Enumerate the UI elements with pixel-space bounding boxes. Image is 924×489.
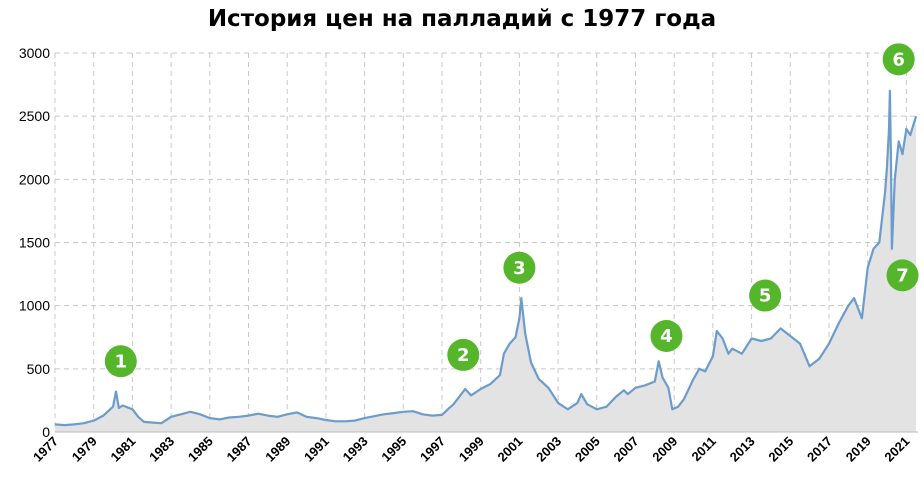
- marker-label: 2: [457, 345, 470, 366]
- marker-circle: [886, 259, 919, 292]
- marker-label: 5: [759, 286, 772, 307]
- x-tick-label: 1977: [30, 434, 61, 465]
- marker-circle: [104, 345, 137, 378]
- x-tick-label: 2021: [881, 434, 912, 465]
- x-tick-label: 2007: [611, 434, 642, 465]
- y-tick-label: 500: [27, 361, 51, 377]
- x-tick-label: 2013: [727, 434, 758, 465]
- marker-circle: [882, 43, 915, 76]
- marker-2: 2: [447, 338, 480, 371]
- marker-3: 3: [503, 251, 536, 284]
- price-line: [54, 89, 918, 427]
- x-tick-label: 1991: [301, 434, 332, 465]
- marker-label: 6: [892, 49, 905, 70]
- y-tick-label: 1500: [19, 235, 50, 251]
- x-tick-label: 1987: [224, 434, 255, 465]
- x-tick-label: 1993: [340, 434, 371, 465]
- marker-circle: [749, 279, 782, 312]
- x-tick-label: 1997: [417, 434, 448, 465]
- marker-circle: [650, 319, 683, 352]
- marker-label: 4: [660, 326, 673, 347]
- x-tick-label: 1981: [107, 434, 138, 465]
- x-tick-label: 1983: [146, 434, 177, 465]
- x-tick-label: 2019: [843, 434, 874, 465]
- marker-5: 5: [749, 279, 782, 312]
- x-tick-label: 2009: [649, 434, 680, 465]
- x-tick-label: 1979: [69, 434, 100, 465]
- marker-label: 7: [896, 265, 909, 286]
- y-tick-label: 2000: [19, 171, 50, 187]
- x-tick-label: 2017: [804, 434, 835, 465]
- marker-4: 4: [650, 319, 683, 352]
- price-area: [54, 89, 918, 433]
- price-area-fill: [55, 90, 917, 433]
- x-tick-label: 2011: [688, 434, 719, 465]
- x-tick-label: 2015: [765, 434, 796, 465]
- marker-6: 6: [882, 43, 915, 76]
- y-tick-label: 0: [42, 424, 50, 440]
- x-tick-label: 1995: [378, 434, 409, 465]
- markers: 1 2 3 4 5 6 7: [104, 43, 919, 378]
- marker-circle: [503, 251, 536, 284]
- x-tick-label: 1985: [185, 434, 216, 465]
- marker-7: 7: [886, 259, 919, 292]
- marker-label: 1: [115, 351, 128, 372]
- x-tick-label: 2005: [572, 434, 603, 465]
- x-tick-label: 1999: [456, 434, 487, 465]
- marker-circle: [447, 338, 480, 371]
- x-tick-label: 2003: [533, 434, 564, 465]
- x-tick-label: 2001: [494, 434, 525, 465]
- y-tick-label: 2500: [19, 108, 50, 124]
- marker-1: 1: [104, 345, 137, 378]
- marker-label: 3: [513, 258, 526, 279]
- chart-title: История цен на палладий с 1977 года: [207, 6, 717, 32]
- x-tick-label: 1989: [262, 434, 293, 465]
- y-tick-label: 3000: [19, 45, 50, 61]
- y-tick-label: 1000: [19, 298, 50, 314]
